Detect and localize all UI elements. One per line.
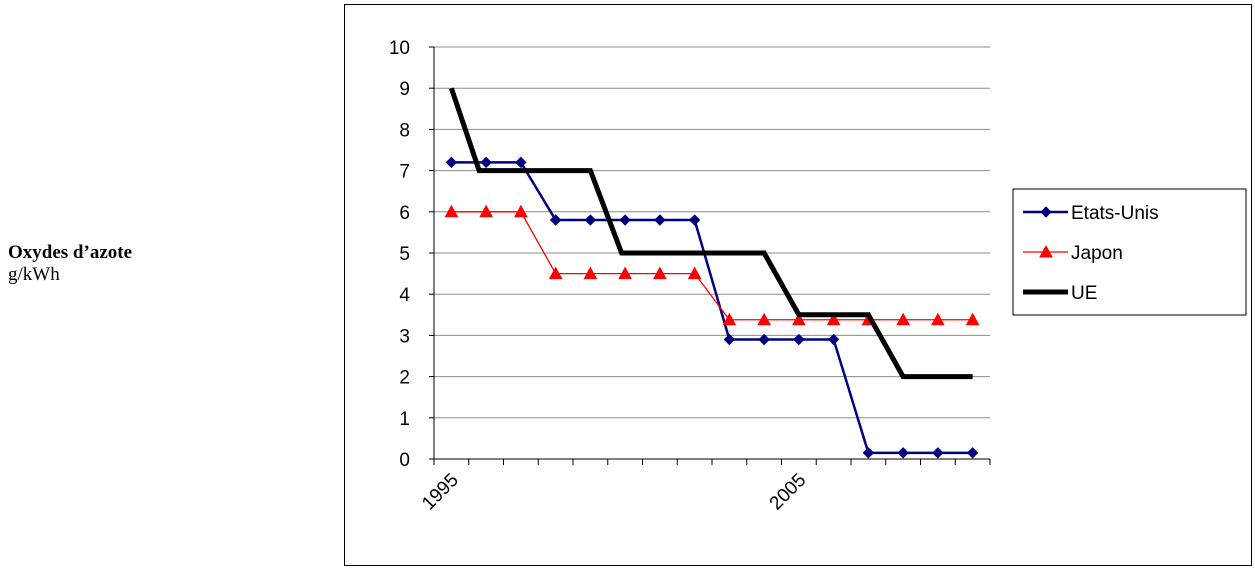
data-point [687, 266, 702, 280]
data-point [654, 214, 666, 226]
data-point [583, 266, 598, 280]
series-line [449, 87, 973, 380]
data-point [792, 312, 806, 326]
y-tick-label: 9 [399, 79, 410, 100]
data-point [862, 447, 875, 459]
data-point [827, 333, 840, 346]
data-point [444, 204, 459, 218]
data-point [722, 312, 737, 326]
data-point [793, 333, 805, 346]
y-tick-label: 5 [399, 244, 410, 265]
data-point [653, 266, 667, 280]
data-point [896, 312, 910, 326]
legend-label: Japon [1071, 243, 1123, 264]
data-point [966, 447, 979, 459]
series-layer [444, 87, 980, 459]
quantity-title: Oxydes d’azote [8, 242, 133, 263]
quantity-unit: g/kWh [8, 264, 60, 285]
data-point [688, 214, 701, 226]
y-tick-label: 2 [399, 368, 410, 389]
data-point [548, 266, 563, 280]
legend-entry: UE [1023, 283, 1097, 304]
series-etats-unis [445, 156, 979, 459]
series-ue [449, 87, 973, 380]
x-tick-label: 2005 [766, 470, 811, 515]
series-line [451, 161, 973, 455]
data-point [932, 447, 944, 459]
data-point [826, 312, 841, 326]
chart-frame [344, 4, 1252, 566]
data-point [897, 447, 909, 459]
data-point [619, 214, 631, 226]
legend-marker [1040, 206, 1052, 218]
series-japon [444, 204, 980, 326]
data-point [480, 156, 492, 169]
legend-marker [1039, 244, 1053, 258]
y-tick-label: 10 [389, 38, 410, 59]
y-tick-label: 8 [399, 120, 410, 141]
y-tick-label: 1 [399, 409, 410, 430]
data-point [514, 204, 528, 218]
y-tick-label: 0 [399, 450, 410, 471]
data-point [757, 312, 771, 326]
gridlines [434, 46, 990, 419]
x-tick-label: 1995 [418, 470, 463, 515]
series-line [451, 211, 973, 321]
data-point [515, 156, 527, 169]
legend-entry: Japon [1023, 243, 1123, 264]
y-tick-label: 4 [399, 285, 410, 306]
legend-entry: Etats-Unis [1023, 203, 1159, 224]
data-point [723, 333, 736, 346]
y-tick-label: 6 [399, 203, 410, 224]
data-point [479, 204, 493, 218]
data-point [445, 156, 458, 169]
y-axis-side-label: Oxydes d’azote g/kWh [8, 242, 132, 286]
legend-label: UE [1071, 283, 1097, 304]
legend-label: Etats-Unis [1071, 203, 1159, 224]
legend: Etats-Unis Japon UE [1012, 188, 1247, 316]
data-point [758, 333, 770, 346]
data-point [931, 312, 945, 326]
y-tick-label: 3 [399, 326, 410, 347]
data-point [584, 214, 597, 226]
y-tick-label: 7 [399, 162, 410, 183]
data-point [618, 266, 632, 280]
data-point [965, 312, 980, 326]
data-point [549, 214, 562, 226]
